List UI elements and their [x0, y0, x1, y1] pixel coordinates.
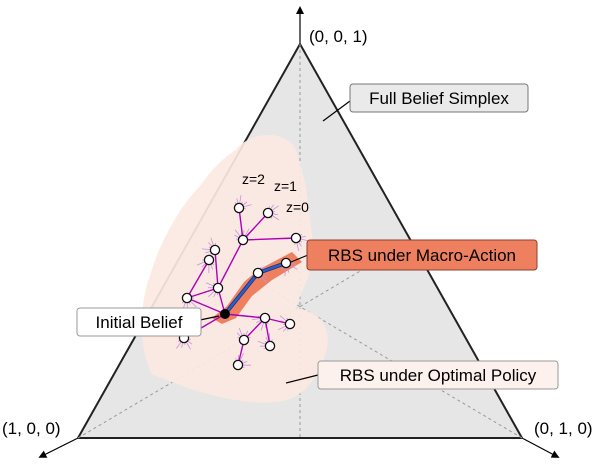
- axis-arrow-right: [522, 438, 556, 456]
- branch-label-z2: z=2: [242, 171, 265, 187]
- callout-macro-action-label: RBS under Macro-Action: [328, 246, 516, 265]
- belief-node: [260, 313, 269, 322]
- belief-node: [291, 233, 300, 242]
- belief-node: [210, 245, 219, 254]
- belief-node: [239, 335, 248, 344]
- branch-label-z0: z=0: [286, 199, 309, 215]
- callout-optimal-policy: RBS under Optimal Policy: [318, 361, 558, 389]
- belief-node: [281, 258, 290, 267]
- vertex-label-right: (0, 1, 0): [534, 419, 593, 438]
- callout-initial-belief-label: Initial Belief: [96, 313, 183, 332]
- branch-label-z1: z=1: [274, 178, 297, 194]
- belief-node: [213, 283, 222, 292]
- belief-node: [238, 235, 247, 244]
- axis-arrow-left: [42, 438, 78, 456]
- belief-node: [234, 203, 243, 212]
- belief-node: [285, 319, 294, 328]
- vertex-label-top: (0, 0, 1): [309, 27, 368, 46]
- belief-node: [233, 360, 242, 369]
- callout-full-simplex-label: Full Belief Simplex: [369, 89, 509, 108]
- belief-node: [263, 208, 272, 217]
- callout-initial-belief: Initial Belief: [77, 308, 201, 336]
- belief-node: [182, 293, 191, 302]
- belief-node: [265, 341, 274, 350]
- initial-belief-dot: [220, 309, 230, 319]
- belief-node: [253, 268, 262, 277]
- callout-macro-action: RBS under Macro-Action: [307, 240, 537, 270]
- callout-full-simplex: Full Belief Simplex: [350, 84, 528, 112]
- belief-node: [204, 255, 213, 264]
- vertex-label-left: (1, 0, 0): [2, 419, 61, 438]
- callout-optimal-policy-label: RBS under Optimal Policy: [340, 366, 537, 385]
